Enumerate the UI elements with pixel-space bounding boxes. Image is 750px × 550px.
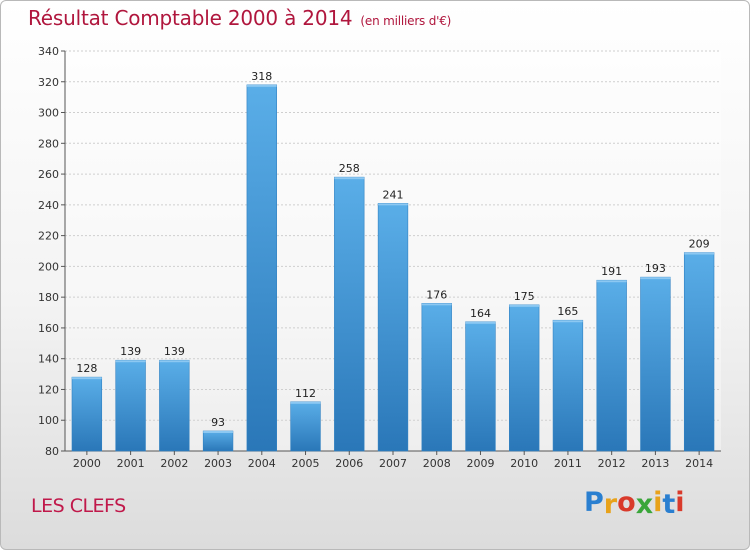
- bar-2003: [202, 430, 234, 452]
- logo-letter: x: [635, 489, 654, 520]
- bar-cap-2011: [553, 320, 583, 323]
- y-tick-label: 300: [38, 107, 59, 120]
- y-tick-label: 340: [38, 45, 59, 58]
- bar-2007: [377, 203, 409, 452]
- bar-2001: [115, 359, 146, 452]
- bar-cap-2008: [421, 303, 452, 306]
- bar-cap-2007: [378, 203, 408, 206]
- x-tick-label-2009: 2009: [466, 457, 494, 470]
- y-tick-label: 320: [38, 76, 59, 89]
- bar-cap-2002: [159, 360, 190, 363]
- logo-letter: t: [662, 489, 676, 520]
- data-label-2013: 193: [645, 262, 666, 275]
- x-tick-label-2012: 2012: [598, 457, 626, 470]
- data-label-2008: 176: [426, 288, 447, 301]
- commune-name: LES CLEFS: [31, 495, 126, 517]
- data-label-2002: 139: [164, 345, 185, 358]
- data-label-2000: 128: [76, 362, 97, 375]
- data-label-2006: 258: [339, 162, 360, 175]
- y-tick-label: 100: [38, 414, 59, 427]
- bar-cap-2001: [115, 360, 146, 363]
- x-tick-label-2014: 2014: [685, 457, 713, 470]
- x-tick-label-2002: 2002: [160, 457, 188, 470]
- x-tick-label-2001: 2001: [117, 457, 145, 470]
- data-label-2011: 165: [557, 305, 578, 318]
- data-label-2003: 93: [211, 416, 225, 429]
- logo-letter: r: [603, 489, 618, 520]
- bar-cap-2003: [203, 431, 233, 433]
- bar-cap-2004: [246, 84, 277, 87]
- x-tick-label-2013: 2013: [641, 457, 669, 470]
- logo-letter: P: [584, 487, 604, 518]
- data-label-2014: 209: [689, 238, 710, 251]
- chart-title-text: Résultat Comptable 2000 à 2014: [28, 6, 353, 30]
- bar-2011: [552, 319, 584, 452]
- bar-2000: [71, 376, 103, 452]
- y-tick-label: 80: [45, 445, 59, 458]
- logo-letter: o: [617, 487, 636, 518]
- x-tick-label-2000: 2000: [73, 457, 101, 470]
- chart-title: Résultat Comptable 2000 à 2014 (en millie…: [28, 6, 451, 30]
- chart-subtitle: (en milliers d'€): [360, 14, 452, 28]
- y-tick-label: 260: [38, 168, 59, 181]
- logo-letter: i: [675, 487, 685, 518]
- x-tick-label-2004: 2004: [248, 457, 276, 470]
- bar-cap-2006: [334, 177, 365, 180]
- bar-2012: [596, 279, 627, 452]
- x-tick-label-2007: 2007: [379, 457, 407, 470]
- bar-2009: [465, 321, 496, 452]
- bar-2010: [509, 304, 540, 452]
- bar-2008: [421, 303, 452, 452]
- x-tick-label-2003: 2003: [204, 457, 232, 470]
- bar-2014: [683, 252, 715, 452]
- bar-2013: [640, 276, 671, 452]
- data-label-2001: 139: [120, 345, 141, 358]
- data-label-2012: 191: [601, 265, 622, 278]
- bar-cap-2000: [71, 377, 102, 380]
- data-label-2007: 241: [383, 188, 404, 201]
- x-tick-label-2005: 2005: [292, 457, 320, 470]
- bar-cap-2013: [640, 277, 671, 280]
- x-tick-label-2008: 2008: [423, 457, 451, 470]
- y-tick-label: 220: [38, 230, 59, 243]
- data-label-2010: 175: [514, 290, 535, 303]
- data-label-2005: 112: [295, 387, 316, 400]
- bar-cap-2012: [596, 280, 627, 283]
- bar-2004: [246, 84, 277, 452]
- bar-cap-2014: [684, 252, 715, 255]
- y-tick-label: 240: [38, 199, 59, 212]
- bar-2002: [159, 359, 190, 452]
- bar-cap-2005: [290, 401, 321, 404]
- y-tick-label: 280: [38, 137, 59, 150]
- proxiti-logo: Proxiti: [584, 487, 685, 520]
- bar-cap-2010: [509, 304, 540, 307]
- logo-letter: i: [653, 487, 663, 518]
- y-tick-label: 140: [38, 353, 59, 366]
- data-label-2004: 318: [251, 70, 272, 83]
- x-tick-label-2010: 2010: [510, 457, 538, 470]
- y-tick-label: 180: [38, 291, 59, 304]
- x-tick-label-2011: 2011: [554, 457, 582, 470]
- bar-2005: [290, 401, 321, 452]
- y-tick-label: 200: [38, 260, 59, 273]
- y-tick-label: 160: [38, 322, 59, 335]
- bar-cap-2009: [465, 321, 496, 324]
- x-tick-label-2006: 2006: [335, 457, 363, 470]
- data-label-2009: 164: [470, 307, 491, 320]
- bar-2006: [334, 176, 365, 452]
- y-tick-label: 120: [38, 383, 59, 396]
